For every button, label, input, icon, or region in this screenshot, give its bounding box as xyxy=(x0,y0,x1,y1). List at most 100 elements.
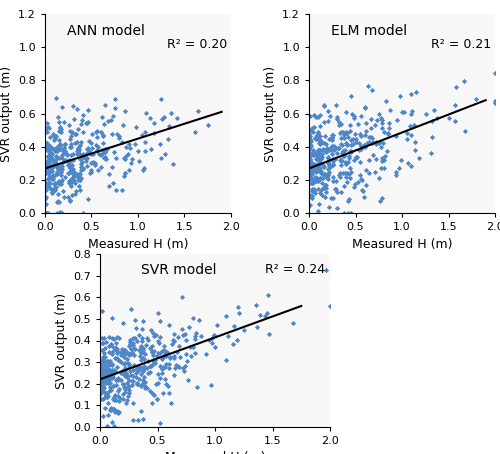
Point xyxy=(74,148,82,155)
Point xyxy=(181,331,189,338)
Point xyxy=(48,173,56,181)
Point xyxy=(130,344,138,351)
Point xyxy=(152,359,160,366)
Point xyxy=(44,157,52,164)
Point xyxy=(336,121,344,128)
Point xyxy=(320,102,328,109)
Point xyxy=(132,369,140,376)
Point xyxy=(326,147,334,154)
Point xyxy=(135,363,143,370)
Point xyxy=(50,173,58,180)
Point xyxy=(76,143,84,151)
Point xyxy=(91,162,99,169)
Point xyxy=(146,362,154,370)
Point xyxy=(52,95,60,102)
Point xyxy=(114,385,122,392)
Point xyxy=(318,154,326,161)
Point xyxy=(411,138,419,146)
Point xyxy=(190,344,198,351)
Point xyxy=(336,173,344,181)
Point xyxy=(342,178,350,186)
Point xyxy=(308,165,316,172)
Point xyxy=(348,110,356,117)
Point xyxy=(308,177,316,184)
Point xyxy=(262,312,270,320)
Point xyxy=(118,349,126,356)
Point xyxy=(94,143,102,150)
Point xyxy=(108,366,116,374)
Point xyxy=(52,163,60,170)
Point xyxy=(42,209,50,216)
Point xyxy=(108,342,116,350)
Point xyxy=(358,187,366,194)
Point xyxy=(54,168,62,175)
Point xyxy=(44,176,52,183)
Point xyxy=(332,178,340,185)
Point xyxy=(306,145,314,153)
Point xyxy=(42,179,50,187)
Point xyxy=(60,157,68,164)
Point xyxy=(156,362,164,370)
Point xyxy=(312,135,320,143)
Point xyxy=(102,394,110,401)
Point xyxy=(162,364,170,371)
Point xyxy=(310,160,318,168)
Point xyxy=(106,366,114,373)
Point xyxy=(66,143,74,151)
Point xyxy=(192,384,200,391)
Point xyxy=(92,128,100,135)
Point xyxy=(76,170,84,178)
Point xyxy=(142,128,150,136)
Point xyxy=(46,180,54,187)
Point xyxy=(376,197,384,204)
Point xyxy=(78,138,86,145)
Point xyxy=(158,355,166,363)
Point xyxy=(120,384,128,391)
Point xyxy=(73,170,81,178)
Point xyxy=(104,357,112,365)
Point xyxy=(309,162,317,169)
Point xyxy=(354,179,362,186)
Point xyxy=(41,170,49,178)
Point xyxy=(102,374,110,381)
Point xyxy=(76,161,84,168)
Point xyxy=(69,151,77,158)
Point xyxy=(97,152,105,159)
Point xyxy=(54,127,62,134)
Point xyxy=(392,168,400,175)
Point xyxy=(98,383,106,390)
Point xyxy=(104,170,112,178)
Point xyxy=(76,177,84,184)
Point xyxy=(325,161,333,168)
Point xyxy=(60,145,68,152)
Point xyxy=(134,366,141,373)
Point xyxy=(42,159,50,166)
Point xyxy=(65,179,73,186)
Point xyxy=(102,380,110,387)
Point xyxy=(358,186,366,193)
Point xyxy=(122,380,130,387)
Point xyxy=(314,131,322,138)
Point xyxy=(150,119,158,127)
Point xyxy=(172,348,180,355)
Point xyxy=(314,136,322,143)
Point xyxy=(120,173,128,180)
Point xyxy=(107,340,115,348)
Point xyxy=(102,422,110,429)
Point xyxy=(312,166,320,173)
Point xyxy=(50,183,58,190)
Point xyxy=(84,144,92,151)
Point xyxy=(361,132,369,139)
Point xyxy=(334,145,342,152)
Point xyxy=(98,114,106,121)
Point xyxy=(55,154,63,162)
Point xyxy=(53,147,61,154)
Point xyxy=(54,191,62,198)
Point xyxy=(340,152,347,159)
Point xyxy=(337,189,345,196)
Point xyxy=(42,182,50,189)
Point xyxy=(76,186,84,193)
Point xyxy=(339,148,347,156)
Point xyxy=(180,367,188,375)
Point xyxy=(116,359,124,366)
